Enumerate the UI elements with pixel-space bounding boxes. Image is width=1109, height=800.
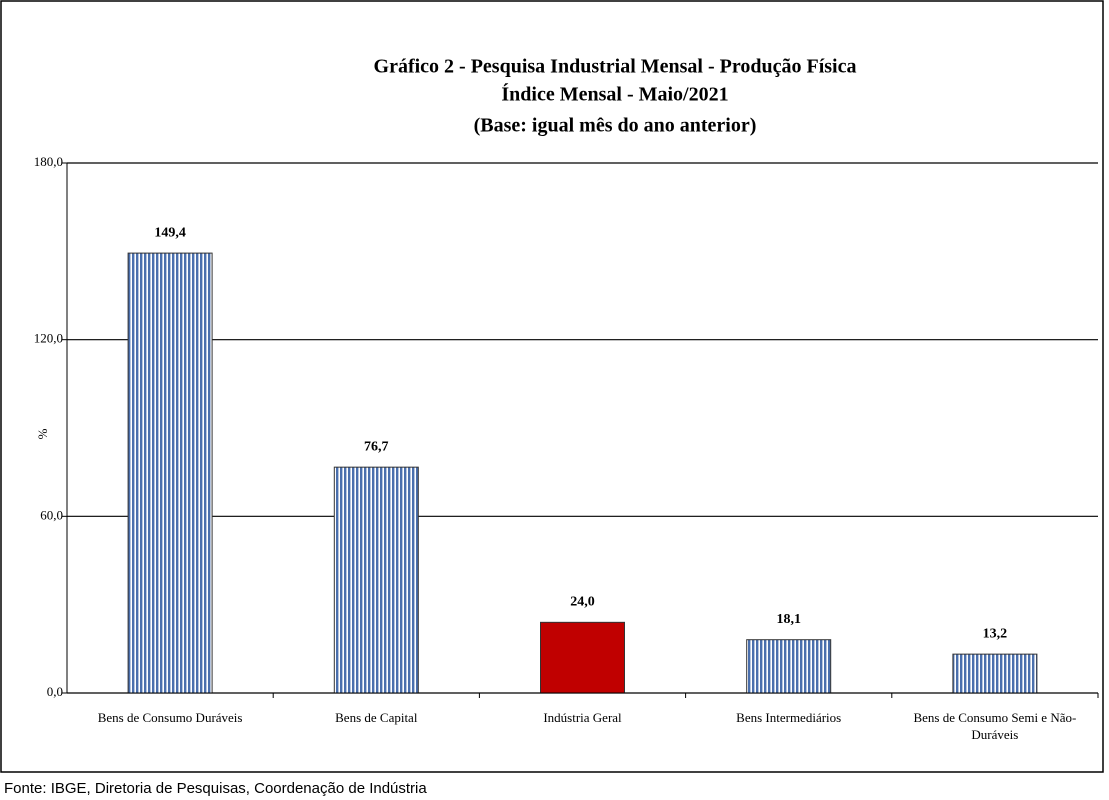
source-note: Fonte: IBGE, Diretoria de Pesquisas, Coo… [4, 780, 427, 797]
x-tick-label: Bens de Capital [335, 710, 418, 725]
chart-subtitle: (Base: igual mês do ano anterior) [474, 115, 757, 137]
bar [540, 621, 625, 694]
x-tick-label: Bens Intermediários [736, 710, 842, 725]
x-tick-label: Indústria Geral [543, 710, 622, 725]
y-tick-label: 180,0 [34, 154, 63, 169]
bar [333, 466, 419, 694]
bar [746, 639, 832, 694]
x-tick-label: Bens de Consumo Duráveis [97, 710, 243, 725]
data-label: 76,7 [364, 439, 389, 454]
data-label: 149,4 [154, 225, 186, 240]
y-tick-label: 0,0 [47, 684, 63, 699]
data-label: 18,1 [776, 612, 801, 627]
y-axis-label: % [35, 428, 50, 439]
data-label: 24,0 [570, 595, 595, 610]
chart-title: Gráfico 2 - Pesquisa Industrial Mensal -… [374, 56, 857, 78]
y-tick-label: 60,0 [40, 507, 63, 522]
y-tick-label: 120,0 [34, 331, 63, 346]
chart-subtitle: Índice Mensal - Maio/2021 [501, 83, 728, 106]
data-label: 13,2 [983, 626, 1008, 641]
bar [127, 252, 213, 694]
bar [952, 653, 1038, 694]
chart-border [0, 0, 1104, 773]
x-tick-label: Bens de Consumo Semi e Não-Duráveis [913, 710, 1077, 742]
